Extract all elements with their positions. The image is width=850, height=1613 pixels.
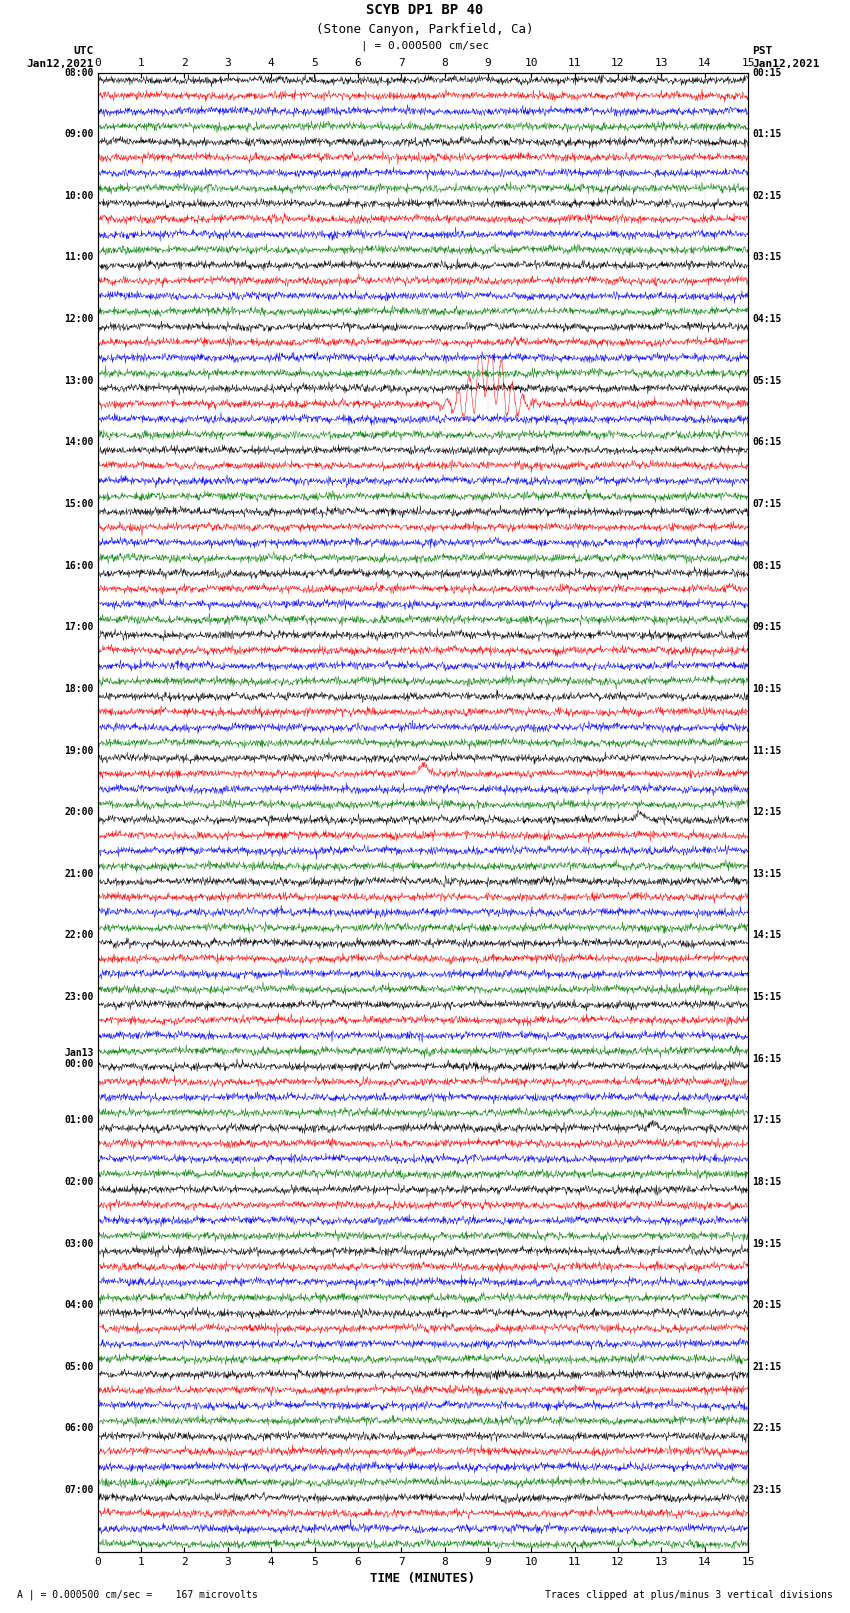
Text: Jan13
00:00: Jan13 00:00 <box>64 1048 94 1069</box>
Text: 22:15: 22:15 <box>752 1423 782 1434</box>
Text: UTC: UTC <box>73 47 94 56</box>
Text: 10:15: 10:15 <box>752 684 782 694</box>
Text: 08:00: 08:00 <box>64 68 94 77</box>
Text: 02:15: 02:15 <box>752 190 782 202</box>
Text: 20:15: 20:15 <box>752 1300 782 1310</box>
Text: 01:15: 01:15 <box>752 129 782 139</box>
Text: 03:00: 03:00 <box>64 1239 94 1248</box>
Text: 19:00: 19:00 <box>64 745 94 755</box>
Text: 11:15: 11:15 <box>752 745 782 755</box>
Text: 00:15: 00:15 <box>752 68 782 77</box>
Text: 05:15: 05:15 <box>752 376 782 386</box>
Text: 06:00: 06:00 <box>64 1423 94 1434</box>
Text: 01:00: 01:00 <box>64 1115 94 1126</box>
Text: 09:15: 09:15 <box>752 623 782 632</box>
Text: 14:15: 14:15 <box>752 931 782 940</box>
Text: 07:00: 07:00 <box>64 1486 94 1495</box>
Text: 06:15: 06:15 <box>752 437 782 447</box>
Text: 04:00: 04:00 <box>64 1300 94 1310</box>
Text: 16:00: 16:00 <box>64 561 94 571</box>
Text: 21:15: 21:15 <box>752 1361 782 1371</box>
Text: Traces clipped at plus/minus 3 vertical divisions: Traces clipped at plus/minus 3 vertical … <box>545 1590 833 1600</box>
Text: 02:00: 02:00 <box>64 1177 94 1187</box>
Text: Jan12,2021: Jan12,2021 <box>752 60 819 69</box>
Text: (Stone Canyon, Parkfield, Ca): (Stone Canyon, Parkfield, Ca) <box>316 23 534 35</box>
Text: 15:00: 15:00 <box>64 498 94 510</box>
Text: 16:15: 16:15 <box>752 1053 782 1063</box>
Text: 19:15: 19:15 <box>752 1239 782 1248</box>
Text: 10:00: 10:00 <box>64 190 94 202</box>
Text: 09:00: 09:00 <box>64 129 94 139</box>
Text: 15:15: 15:15 <box>752 992 782 1002</box>
Text: 08:15: 08:15 <box>752 561 782 571</box>
Text: 18:15: 18:15 <box>752 1177 782 1187</box>
X-axis label: TIME (MINUTES): TIME (MINUTES) <box>371 1573 475 1586</box>
Text: 18:00: 18:00 <box>64 684 94 694</box>
Text: 12:15: 12:15 <box>752 806 782 818</box>
Text: | = 0.000500 cm/sec: | = 0.000500 cm/sec <box>361 40 489 52</box>
Text: 05:00: 05:00 <box>64 1361 94 1371</box>
Text: 04:15: 04:15 <box>752 315 782 324</box>
Text: A | = 0.000500 cm/sec =    167 microvolts: A | = 0.000500 cm/sec = 167 microvolts <box>17 1589 258 1600</box>
Text: 13:00: 13:00 <box>64 376 94 386</box>
Text: 23:00: 23:00 <box>64 992 94 1002</box>
Text: Jan12,2021: Jan12,2021 <box>26 60 94 69</box>
Text: SCYB DP1 BP 40: SCYB DP1 BP 40 <box>366 3 484 18</box>
Text: 14:00: 14:00 <box>64 437 94 447</box>
Text: 21:00: 21:00 <box>64 869 94 879</box>
Text: 23:15: 23:15 <box>752 1486 782 1495</box>
Text: 22:00: 22:00 <box>64 931 94 940</box>
Text: 17:00: 17:00 <box>64 623 94 632</box>
Text: PST: PST <box>752 47 773 56</box>
Text: 13:15: 13:15 <box>752 869 782 879</box>
Text: 11:00: 11:00 <box>64 253 94 263</box>
Text: 03:15: 03:15 <box>752 253 782 263</box>
Text: 07:15: 07:15 <box>752 498 782 510</box>
Text: 12:00: 12:00 <box>64 315 94 324</box>
Text: 20:00: 20:00 <box>64 806 94 818</box>
Text: 17:15: 17:15 <box>752 1115 782 1126</box>
